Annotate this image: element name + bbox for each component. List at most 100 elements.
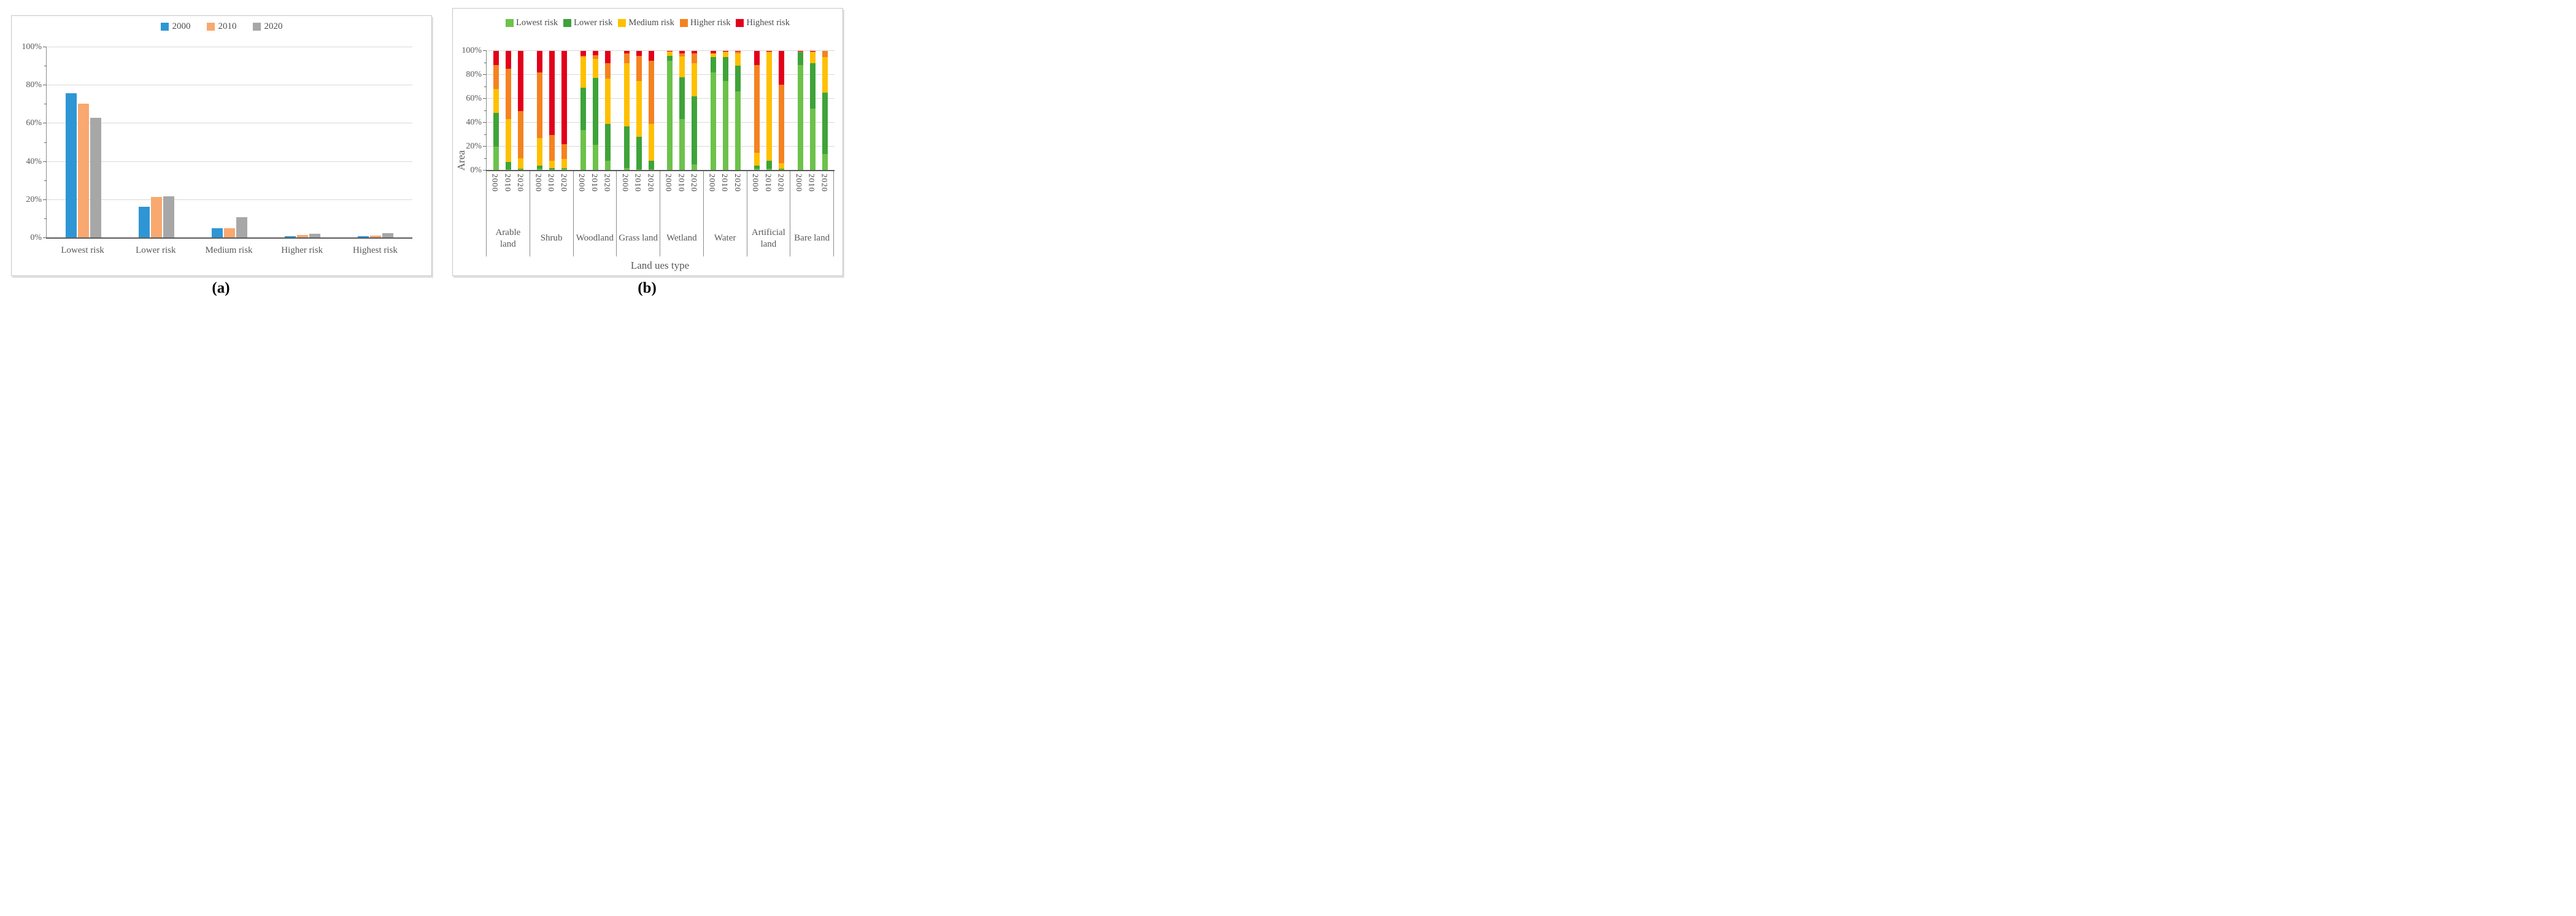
year-label: 2000 xyxy=(490,174,500,192)
segment-lower-risk xyxy=(679,77,685,120)
category-label: Highest risk xyxy=(352,245,398,255)
year-label: 2020 xyxy=(603,174,612,192)
stack-group-arable-land xyxy=(487,51,530,171)
year-label: 2010 xyxy=(807,174,817,192)
stack-group-grass-land xyxy=(617,51,661,171)
segment-medium-risk xyxy=(636,80,642,137)
panel-chart-b: Lowest risk Lower risk Medium risk Higher r… xyxy=(452,8,843,276)
y-tick-label: 0% xyxy=(30,233,42,242)
bar-2010-highest-risk xyxy=(370,235,382,238)
year-labels-row: 2000 2010 2020 xyxy=(530,171,573,221)
segment-lowest-risk xyxy=(810,108,816,171)
segment-higher-risk xyxy=(517,110,523,158)
axis-minor-tick xyxy=(484,110,487,111)
year-label: 2000 xyxy=(664,174,674,192)
segment-medium-risk xyxy=(711,53,717,57)
stacked-bar-shrub-2010 xyxy=(549,51,555,171)
bar-2020-lower-risk xyxy=(163,196,174,238)
legend-item-2010: 2010 xyxy=(206,21,237,32)
segment-lower-risk xyxy=(711,56,717,73)
category-label: Higher risk xyxy=(281,245,323,255)
x-group-cell-woodland: 2000 2010 2020 Woodland xyxy=(573,171,617,256)
segment-highest-risk xyxy=(766,51,773,52)
year-label: 2020 xyxy=(690,174,700,192)
stacked-bar-woodland-2020 xyxy=(604,51,611,171)
legend-item-2000: 2000 xyxy=(160,21,191,32)
segment-higher-risk xyxy=(505,69,511,120)
segment-lower-risk xyxy=(592,77,598,145)
segment-lower-risk xyxy=(766,161,773,169)
segment-higher-risk xyxy=(561,144,567,159)
segment-higher-risk xyxy=(822,51,828,57)
year-label: 2010 xyxy=(503,174,513,192)
stacked-bar-water-2000 xyxy=(711,51,717,171)
axis-tick xyxy=(43,161,47,162)
axis-minor-tick xyxy=(44,218,47,219)
year-label: 2000 xyxy=(794,174,804,192)
segment-medium-risk xyxy=(822,56,828,93)
segment-highest-risk xyxy=(592,51,598,55)
segment-lowest-risk xyxy=(623,168,630,171)
y-tick-label: 20% xyxy=(466,142,482,151)
y-tick-label: 80% xyxy=(466,70,482,79)
segment-lower-risk xyxy=(623,126,630,169)
stack-group-bare-land xyxy=(791,51,835,171)
segment-medium-risk xyxy=(648,123,654,161)
segment-lower-risk xyxy=(692,96,698,165)
segment-higher-risk xyxy=(493,65,499,90)
legend-item-highest-risk: Highest risk xyxy=(736,18,790,28)
stacked-bar-grass-land-2000 xyxy=(623,51,630,171)
segment-lowest-risk xyxy=(754,169,760,171)
segment-medium-risk xyxy=(735,53,741,66)
legend-label: Higher risk xyxy=(690,18,731,28)
segment-lower-risk xyxy=(723,56,729,81)
x-group-cell-artificial-land: 2000 2010 2020 Artificial land xyxy=(746,171,790,256)
segment-higher-risk xyxy=(604,63,611,79)
axis-minor-tick xyxy=(484,158,487,159)
segment-medium-risk xyxy=(723,52,729,57)
segment-highest-risk xyxy=(604,51,611,63)
stacked-bar-arable-land-2020 xyxy=(517,51,523,171)
group-label-shrub: Shrub xyxy=(540,233,563,244)
bar-2010-lowest-risk xyxy=(77,103,89,238)
year-label: 2010 xyxy=(547,174,557,192)
bar-groups-a xyxy=(47,47,412,238)
bar-2020-highest-risk xyxy=(382,233,394,238)
x-group-cell-shrub: 2000 2010 2020 Shrub xyxy=(529,171,573,256)
legend-swatch-icon xyxy=(206,23,215,31)
segment-lowest-risk xyxy=(723,80,729,171)
year-label: 2020 xyxy=(776,174,786,192)
segment-lowest-risk xyxy=(667,60,673,171)
year-label: 2000 xyxy=(620,174,630,192)
caption-a: (a) xyxy=(212,280,230,296)
category-label: Lower risk xyxy=(136,245,176,255)
segment-highest-risk xyxy=(667,51,673,52)
axis-minor-tick xyxy=(44,142,47,143)
y-tick-label: 0% xyxy=(470,166,482,175)
segment-medium-risk xyxy=(580,56,586,88)
segment-higher-risk xyxy=(754,65,760,153)
segment-highest-risk xyxy=(711,51,717,53)
stack-group-shrub xyxy=(530,51,574,171)
bar-2010-lower-risk xyxy=(150,197,162,238)
bar-group-higher-risk xyxy=(266,47,339,238)
segment-lower-risk xyxy=(580,88,586,130)
bar-2000-lowest-risk xyxy=(65,93,77,238)
x-axis-labels-b: 2000 2010 2020 Arable land 2000 2010 2020 Shrub… xyxy=(486,171,834,256)
stacked-bar-water-2020 xyxy=(735,51,741,171)
group-label-wetland: Wetland xyxy=(666,233,697,244)
segment-highest-risk xyxy=(754,51,760,66)
segment-medium-risk xyxy=(592,58,598,78)
legend-label: 2010 xyxy=(218,21,237,31)
bar-2020-medium-risk xyxy=(236,217,247,238)
legend-item-medium-risk: Medium risk xyxy=(618,18,674,28)
segment-medium-risk xyxy=(549,161,555,169)
legend-label: Medium risk xyxy=(628,18,674,28)
year-label: 2000 xyxy=(751,174,761,192)
year-label: 2010 xyxy=(633,174,643,192)
stacked-bar-bare-land-2010 xyxy=(810,51,816,171)
segment-higher-risk xyxy=(623,53,630,63)
legend-item-lower-risk: Lower risk xyxy=(563,18,612,28)
gridline xyxy=(487,50,835,51)
gridline xyxy=(47,161,412,162)
